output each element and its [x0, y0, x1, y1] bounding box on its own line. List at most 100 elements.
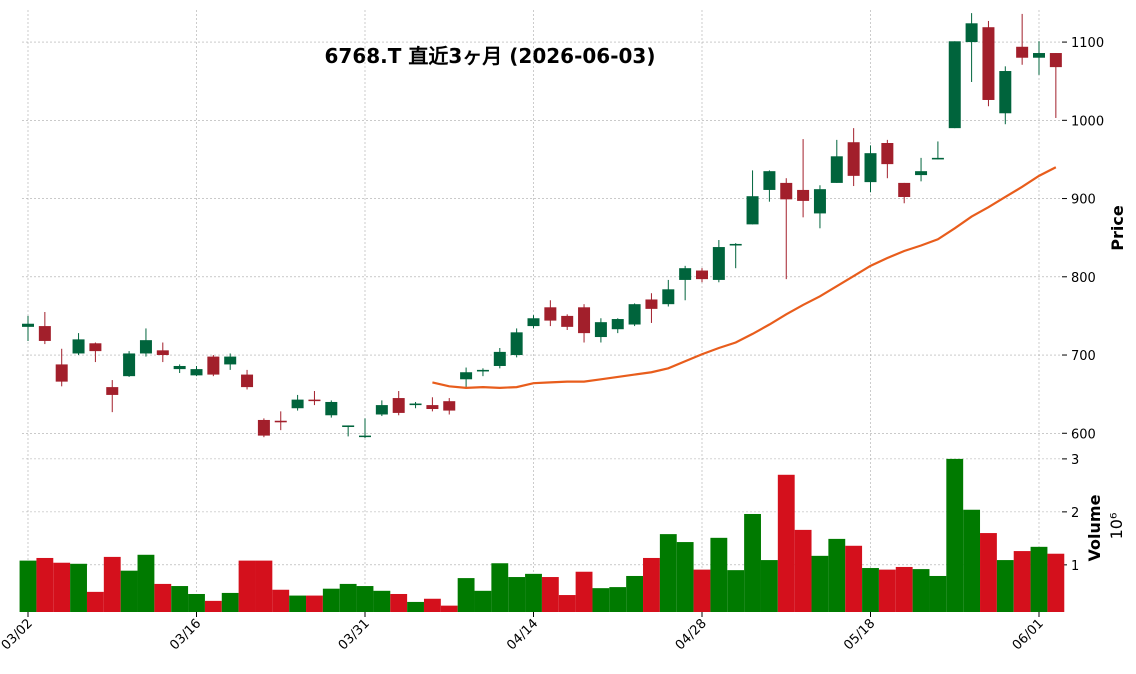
- volume-bar: [609, 587, 627, 612]
- volume-bar: [558, 595, 576, 612]
- volume-bar: [306, 595, 323, 612]
- volume-bar: [407, 601, 424, 612]
- candle-body: [830, 156, 843, 183]
- y-axis-label: Price: [1108, 205, 1127, 251]
- candle-body: [594, 322, 607, 338]
- candle-body: [257, 419, 270, 436]
- volume-bar: [339, 583, 357, 612]
- y-tick-label: 1000: [1071, 114, 1104, 129]
- volume-bar: [878, 569, 896, 612]
- volume-bar: [373, 590, 391, 612]
- volume-bar: [1013, 551, 1031, 612]
- volume-bar: [643, 557, 660, 612]
- candle-body: [746, 196, 759, 225]
- candle-body: [325, 401, 338, 416]
- y-tick-label: 700: [1071, 349, 1096, 364]
- chart-title: 6768.T 直近3ヶ月 (2026-06-03): [325, 44, 656, 68]
- candle-body: [527, 318, 540, 327]
- candle-body: [696, 270, 708, 280]
- volume-bar: [727, 570, 745, 612]
- candle-body: [999, 71, 1012, 114]
- volume-bar: [963, 509, 981, 612]
- volume-tick-label: 1: [1071, 559, 1079, 574]
- volume-bar: [592, 588, 610, 612]
- candle-body: [308, 399, 321, 402]
- volume-bar: [70, 563, 87, 612]
- volume-bar: [491, 563, 509, 612]
- volume-tick-label: 2: [1071, 506, 1079, 521]
- volume-bar: [272, 589, 290, 612]
- volume-bar: [508, 577, 526, 612]
- volume-bar: [137, 554, 155, 612]
- volume-bar: [845, 545, 863, 612]
- volume-bar: [895, 566, 913, 612]
- volume-bar: [744, 513, 761, 612]
- x-tick-label: 03/31: [336, 616, 373, 653]
- volume-bar: [36, 557, 54, 612]
- candle-body: [578, 307, 591, 334]
- volume-bar: [457, 578, 475, 612]
- candle-body: [864, 153, 877, 183]
- candle-body: [1049, 53, 1062, 68]
- volume-bar: [221, 592, 239, 612]
- volume-bar: [659, 534, 677, 612]
- candle-body: [712, 247, 725, 280]
- volume-bar: [356, 586, 374, 612]
- candle-body: [22, 323, 34, 327]
- candle-body: [881, 143, 894, 165]
- moving-average-line: [432, 166, 1057, 389]
- volume-bar: [204, 600, 222, 612]
- volume-bar: [946, 458, 964, 612]
- x-tick-label: 03/02: [0, 616, 36, 653]
- candle-body: [611, 319, 624, 330]
- candle-body: [55, 364, 68, 382]
- candle-body: [662, 289, 675, 305]
- x-tick-label: 06/01: [1010, 616, 1047, 653]
- volume-bar: [693, 569, 711, 612]
- candle-body: [460, 372, 473, 380]
- volume-bar: [322, 588, 340, 612]
- volume-bar: [710, 537, 728, 612]
- candle-body: [1016, 46, 1029, 58]
- candle-body: [1033, 53, 1045, 58]
- volume-bar: [794, 529, 812, 612]
- candle-body: [847, 142, 860, 176]
- candle-body: [813, 189, 826, 214]
- candle-body: [409, 403, 422, 406]
- volume-bar: [19, 560, 37, 612]
- candle-body: [797, 189, 810, 201]
- candle-body: [931, 157, 944, 160]
- volume-bar: [103, 556, 121, 612]
- candle-body: [679, 268, 692, 280]
- volume-unit: 10⁶: [1107, 513, 1126, 540]
- candle-body: [561, 315, 574, 327]
- volume-bar: [120, 570, 138, 612]
- volume-bar: [777, 474, 795, 612]
- candle-body: [965, 23, 978, 43]
- candle-body: [443, 401, 456, 411]
- volume-bar: [676, 542, 694, 612]
- candle-body: [375, 405, 388, 415]
- x-tick-label: 03/16: [167, 616, 204, 653]
- volume-bar: [171, 586, 189, 612]
- candle-body: [915, 171, 928, 176]
- candle-body: [123, 353, 136, 377]
- candle-body: [38, 326, 51, 341]
- volume-bar: [575, 571, 593, 612]
- candle-body: [207, 356, 220, 375]
- volume-bar: [811, 555, 829, 612]
- x-tick-label: 05/18: [841, 616, 878, 653]
- candle-body: [224, 356, 237, 365]
- volume-bar: [474, 590, 492, 612]
- volume-bar: [390, 593, 408, 612]
- candle-body: [780, 182, 793, 200]
- candle-body: [241, 374, 254, 388]
- candle-body: [342, 425, 355, 428]
- candle-body: [763, 171, 776, 190]
- candle-body: [476, 369, 489, 372]
- candle-body: [89, 343, 102, 352]
- candle-body: [139, 340, 152, 354]
- volume-bar: [188, 593, 205, 612]
- y-tick-label: 600: [1071, 427, 1096, 442]
